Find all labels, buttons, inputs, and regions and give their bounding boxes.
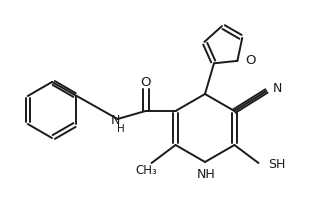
Text: N: N (111, 114, 120, 128)
Text: NH: NH (197, 167, 215, 181)
Text: O: O (140, 75, 151, 89)
Text: N: N (272, 82, 282, 94)
Text: SH: SH (268, 159, 286, 172)
Text: O: O (245, 54, 256, 67)
Text: CH₃: CH₃ (136, 164, 157, 177)
Text: H: H (117, 124, 124, 134)
